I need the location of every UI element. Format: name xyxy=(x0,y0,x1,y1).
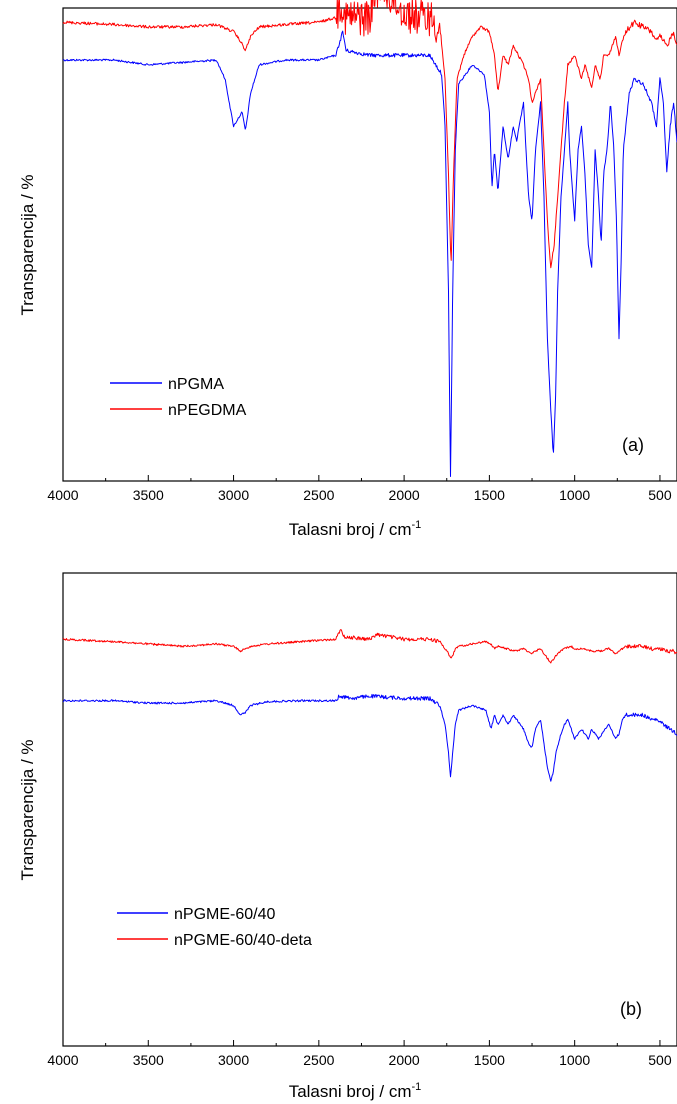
panel-b-x-tick-label-3000: 3000 xyxy=(218,1052,249,1068)
panel-b-x-axis-label-main: Talasni broj / cm xyxy=(289,1082,412,1101)
panel-b-series-line-npgme-60-40-deta xyxy=(62,629,677,664)
panel-a-x-tick-label-1000: 1000 xyxy=(559,487,590,503)
panel-b-x-tick-label-1500: 1500 xyxy=(474,1052,505,1068)
panel-a-x-ticks: 4000 3500 3000 2500 2000 1500 1000 500 xyxy=(47,475,672,503)
panel-b-plot-frame xyxy=(62,572,677,1047)
panel-b-chart: 4000 3500 3000 2500 2000 1500 1000 500 Transpar… xyxy=(18,572,677,1101)
panel-b-legend: nPGME-60/40 nPGME-60/40-deta xyxy=(117,906,312,949)
panel-a-panel-label: (a) xyxy=(622,435,644,455)
panel-b-x-tick-label-4000: 4000 xyxy=(47,1052,78,1068)
panel-a-x-axis-label: Talasni broj / cm-1 xyxy=(289,519,422,539)
panel-b-x-axis-label: Talasni broj / cm-1 xyxy=(289,1081,422,1101)
panel-a-series-line-npegdma xyxy=(62,0,677,269)
panel-b-series-line-npgme-60-40 xyxy=(62,693,677,782)
panel-b-x-tick-label-2000: 2000 xyxy=(389,1052,420,1068)
panel-a-legend-label-npgma: nPGMA xyxy=(168,376,224,393)
panel-a-x-tick-label-3000: 3000 xyxy=(218,487,249,503)
panel-b-x-tick-label-3500: 3500 xyxy=(133,1052,164,1068)
panel-a-series xyxy=(62,0,677,477)
panel-a-x-tick-label-500: 500 xyxy=(648,487,672,503)
panel-a-series-line-npgma xyxy=(62,30,677,477)
panel-b-x-ticks: 4000 3500 3000 2500 2000 1500 1000 500 xyxy=(47,1040,672,1068)
panel-a-legend: nPGMA nPEGDMA xyxy=(110,376,247,419)
panel-a-legend-label-npegdma: nPEGDMA xyxy=(168,402,247,419)
panel-a-plot-frame xyxy=(62,7,677,482)
panel-b-x-axis-label-sup: -1 xyxy=(412,1081,422,1093)
panel-b-series xyxy=(62,629,677,782)
panel-b-legend-label-npgme: nPGME-60/40 xyxy=(174,906,275,923)
panel-a-x-tick-label-4000: 4000 xyxy=(47,487,78,503)
panel-a-chart: 4000 3500 3000 2500 2000 1500 1000 500 Transpar… xyxy=(18,0,677,539)
panel-a-x-axis-label-sup: -1 xyxy=(412,519,422,531)
panel-a-x-tick-label-2500: 2500 xyxy=(303,487,334,503)
panel-b-legend-label-npgme-deta: nPGME-60/40-deta xyxy=(174,932,312,949)
panel-a-y-axis-label: Transparencija / % xyxy=(18,174,37,315)
panel-a-x-axis-label-main: Talasni broj / cm xyxy=(289,520,412,539)
panel-a-x-tick-label-3500: 3500 xyxy=(133,487,164,503)
panel-b-x-tick-label-2500: 2500 xyxy=(303,1052,334,1068)
panel-a-x-tick-label-2000: 2000 xyxy=(389,487,420,503)
panel-b-x-tick-label-1000: 1000 xyxy=(559,1052,590,1068)
panel-b-panel-label: (b) xyxy=(620,999,642,1019)
panel-b-x-tick-label-500: 500 xyxy=(648,1052,672,1068)
panel-a-x-tick-label-1500: 1500 xyxy=(474,487,505,503)
panel-b-y-axis-label: Transparencija / % xyxy=(18,739,37,880)
